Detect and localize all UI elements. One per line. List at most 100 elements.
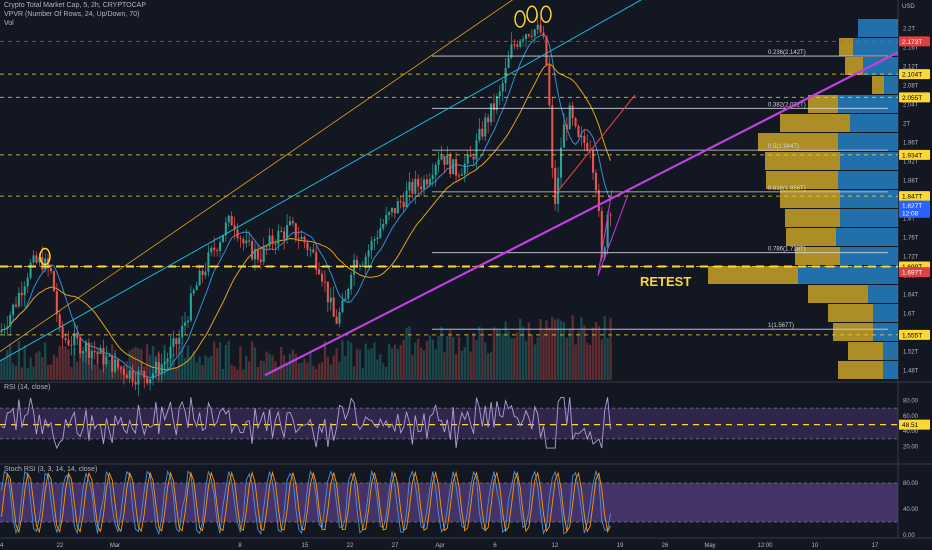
rsi-indicator-label[interactable]: RSI (14, close) <box>4 384 51 391</box>
volume-bar <box>303 358 306 380</box>
volume-profile-down <box>845 57 863 75</box>
volume-bar <box>562 321 566 380</box>
price-tag-label: 2.055T <box>902 95 922 102</box>
candle-body <box>224 222 227 236</box>
candle-body <box>321 274 324 282</box>
volume-bar <box>256 367 260 380</box>
volume-bar <box>227 340 230 380</box>
candle-body <box>600 211 603 258</box>
stoch-rsi-indicator-label[interactable]: Stoch RSI (3, 3, 14, 14, close) <box>4 466 98 473</box>
price-tick-label: 2T <box>903 122 910 128</box>
candle-body <box>405 190 408 208</box>
volume-bar <box>533 344 536 380</box>
candle-body <box>73 332 76 346</box>
volume-bar <box>463 347 466 380</box>
candle-body <box>478 128 481 141</box>
candle-body <box>469 154 472 157</box>
volume-bar <box>108 359 111 380</box>
candle-body <box>213 247 216 251</box>
volume-bar <box>17 340 21 380</box>
volume-profile-up <box>798 266 898 284</box>
fib-level-label: 0.5(1.944T) <box>768 144 799 150</box>
rsi-tick-label: 20.00 <box>903 445 919 451</box>
candle-body <box>539 24 542 33</box>
candle-body <box>492 103 495 110</box>
candle-body <box>15 304 18 307</box>
volume-bar <box>469 351 472 380</box>
vpvr-indicator-label[interactable]: VPVR (Number Of Rows, 24, Up/Down, 70) <box>4 11 140 18</box>
candle-body <box>446 154 449 165</box>
channel-upper-trendline <box>0 0 642 362</box>
price-tag <box>899 191 930 202</box>
candle-body <box>70 344 73 346</box>
volume-bar <box>373 342 376 380</box>
candle-body <box>265 246 268 248</box>
volume-bar <box>14 365 18 380</box>
volume-bar <box>414 342 417 380</box>
volume-bar <box>323 341 327 380</box>
volume-bar <box>195 362 198 380</box>
candle-body <box>195 285 198 291</box>
candle-body <box>565 124 568 130</box>
candle-body <box>189 293 192 321</box>
candles <box>0 13 612 396</box>
volume-profile-down <box>838 361 883 379</box>
moving-average-slow <box>1 63 611 371</box>
volume-bar <box>434 349 437 380</box>
rsi-value-tag <box>899 419 930 430</box>
candle-body <box>574 118 577 126</box>
candle-body <box>64 338 67 340</box>
volume-profile-up <box>863 57 898 75</box>
candle-body <box>370 240 373 251</box>
volume-profile-down <box>780 114 850 132</box>
price-tag-label: 1.934T <box>902 152 922 159</box>
volume-bar <box>542 330 545 380</box>
candle-body <box>402 201 405 208</box>
volume-bar <box>186 345 190 380</box>
volume-bar <box>146 344 149 380</box>
candle-body <box>90 351 93 358</box>
candle-body <box>160 364 163 375</box>
volume-bar <box>425 340 429 380</box>
candle-body <box>93 351 96 353</box>
candle-body <box>364 256 367 265</box>
volume-bar <box>245 355 248 380</box>
candle-body <box>367 250 370 257</box>
stoch-k-line <box>1 469 611 536</box>
candle-body <box>84 342 87 352</box>
candle-body <box>399 201 402 203</box>
candle-body <box>533 29 536 37</box>
volume-profile-up <box>858 19 898 37</box>
rsi-line <box>1 396 611 450</box>
volume-bar <box>440 326 443 380</box>
highlight-circle <box>514 10 526 28</box>
candle-body <box>3 329 6 331</box>
volume-bar <box>591 327 595 380</box>
price-tag <box>899 207 930 218</box>
candle-body <box>87 342 90 358</box>
volume-bar <box>230 364 233 380</box>
candle-body <box>172 338 175 347</box>
volume-bar <box>486 352 490 380</box>
volume-bar <box>271 355 274 380</box>
candle-body <box>271 235 274 244</box>
candle-body <box>186 320 189 323</box>
candle-body <box>268 235 271 247</box>
candle-body <box>79 338 82 354</box>
volume-indicator-label[interactable]: Vol <box>4 20 14 27</box>
rsi-tick-label: 60.00 <box>903 414 919 420</box>
candle-body <box>245 240 248 244</box>
candle-body <box>233 225 236 230</box>
rsi-value-label: 48.51 <box>902 422 919 429</box>
volume-bar <box>172 353 175 380</box>
volume-profile-down <box>833 323 873 341</box>
candle-body <box>513 44 516 46</box>
price-tag <box>899 92 930 103</box>
volume-bar <box>248 361 251 380</box>
candle-body <box>192 290 195 294</box>
orange-trendline <box>0 0 514 352</box>
candle-body <box>455 159 458 176</box>
volume-bar <box>519 318 522 380</box>
time-tick-label: 22 <box>347 543 354 549</box>
